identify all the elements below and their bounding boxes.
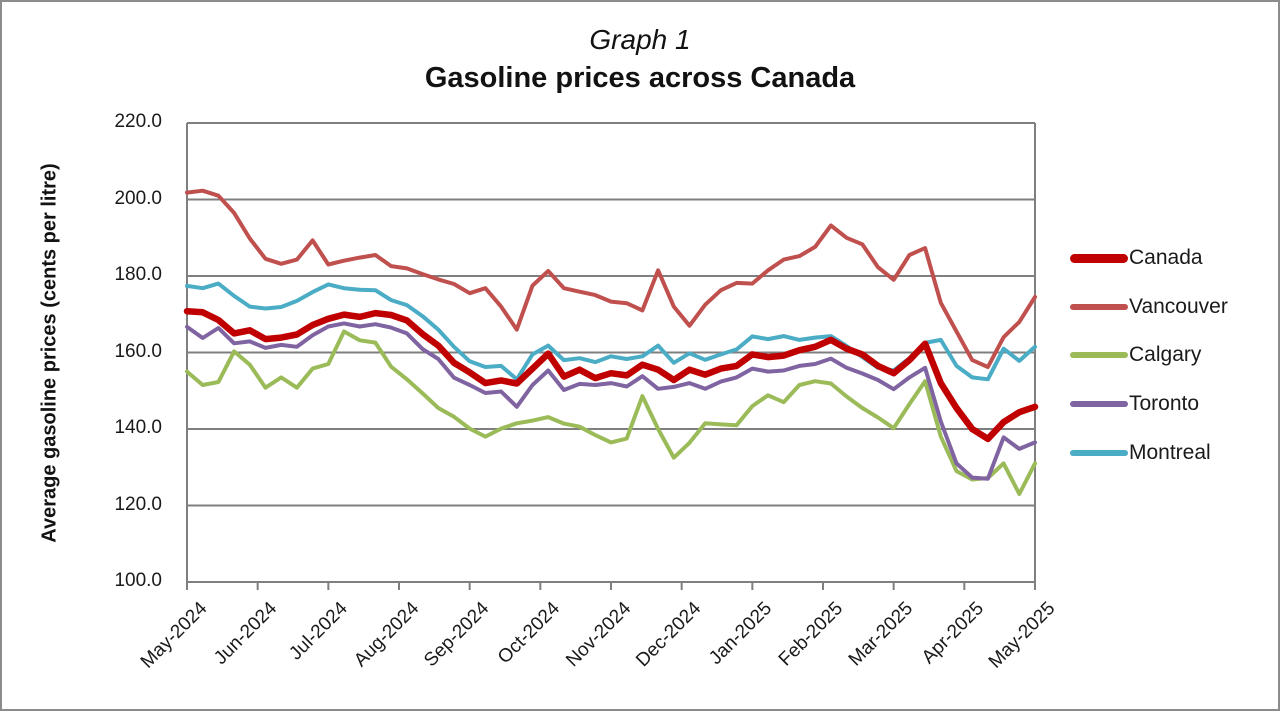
legend-line-swatch-vancouver — [1070, 303, 1128, 310]
legend-line-swatch-toronto — [1070, 401, 1128, 408]
y-axis-tick-label: 200.0 — [114, 187, 162, 209]
y-axis-tick-label: 100.0 — [114, 570, 162, 591]
legend-line-swatch-montreal — [1070, 449, 1128, 456]
y-axis-tick-label: 140.0 — [114, 417, 162, 438]
legend-item-vancouver: Vancouver — [1070, 283, 1228, 332]
chart-title: Graph 1 — [589, 24, 691, 55]
legend: Canada Vancouver Calgary Toronto Montrea… — [1070, 234, 1228, 477]
legend-line-swatch-calgary — [1070, 352, 1128, 359]
legend-label: Montreal — [1129, 440, 1211, 464]
legend-label: Calgary — [1129, 343, 1202, 367]
y-axis-tick-label: 120.0 — [114, 493, 162, 515]
y-axis-tick-label: 160.0 — [114, 340, 162, 362]
legend-item-canada: Canada — [1070, 234, 1228, 283]
legend-line-swatch-canada — [1070, 253, 1128, 263]
chart-subtitle: Gasoline prices across Canada — [424, 62, 856, 94]
legend-item-calgary: Calgary — [1070, 331, 1228, 380]
legend-item-toronto: Toronto — [1070, 380, 1228, 429]
legend-item-montreal: Montreal — [1070, 428, 1228, 477]
legend-label: Toronto — [1129, 392, 1200, 416]
legend-label: Vancouver — [1129, 294, 1228, 318]
y-axis-tick-label: 220.0 — [114, 111, 162, 132]
legend-label: Canada — [1129, 246, 1203, 270]
y-axis-tick-label: 180.0 — [114, 264, 162, 285]
